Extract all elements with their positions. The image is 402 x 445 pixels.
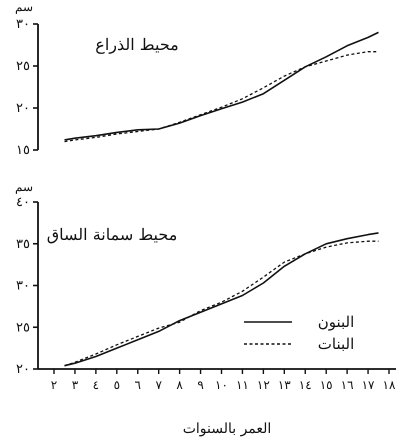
x-tick-label: ٦ [135,378,141,392]
boys-series-line [64,232,379,367]
y-tick-label: ٢٠ [16,362,30,377]
x-tick-label: ٩ [197,378,203,392]
x-tick-label: ٢ [51,378,57,392]
x-tick-label: ٥ [114,378,120,392]
x-tick-label: ١٧ [362,378,375,392]
x-tick-label: ٤ [93,378,99,392]
girls-series-line [64,51,379,143]
x-tick-label: ١٣ [278,378,291,392]
calf-chart-y-unit: سم [15,180,33,194]
y-tick-label: ٣٠ [16,17,30,32]
chart-legend: البنون البنات [244,313,354,353]
calf-chart-series [64,232,379,367]
x-axis-ticks: ٢ ٣ ٤ ٥ ٦ ٧ ٨ ٩ ١٠ ١١ ١٢ ١٣ ١٤ ١٥ ١٦ ١٧ ١٨ [51,369,396,392]
x-tick-label: ١١ [236,378,249,392]
legend-boys-label: البنون [318,313,355,331]
arm-chart-series [64,31,379,143]
y-tick-label: ٢٠ [16,101,30,116]
x-tick-label: ١٨ [383,378,396,392]
y-tick-label: ٣٠ [16,279,30,294]
x-axis-label: العمر بالسنوات [183,421,272,437]
boys-series-line [64,31,379,141]
x-tick-label: ٨ [176,378,183,392]
calf-chart-y-ticks: ٢٠ ٢٥ ٣٠ ٣٥ ٤٠ [16,195,38,377]
y-tick-label: ٢٥ [16,320,30,335]
arm-chart-y-ticks: ١٥ ٢٠ ٢٥ ٣٠ [16,17,38,158]
legend-girls-label: البنات [318,335,354,353]
y-tick-label: ١٥ [16,143,30,158]
arm-chart-title: محيط الذراع [95,35,178,54]
calf-chart-title: محيط سمانة الساق [47,225,178,244]
y-tick-label: ٣٥ [16,237,30,252]
x-tick-label: ٧ [155,378,162,392]
x-tick-label: ١٢ [257,378,270,392]
x-tick-label: ١٦ [341,378,354,392]
arm-circumference-chart: سم محيط الذراع ١٥ ٢٠ ٢٥ ٣٠ [15,0,379,158]
x-tick-label: ١٤ [299,378,312,392]
arm-chart-y-unit: سم [15,0,33,14]
x-tick-label: ٣ [72,378,79,392]
y-tick-label: ٤٠ [16,195,30,210]
y-tick-label: ٢٥ [16,59,30,74]
x-tick-label: ١٥ [320,378,333,392]
x-tick-label: ١٠ [215,378,228,392]
